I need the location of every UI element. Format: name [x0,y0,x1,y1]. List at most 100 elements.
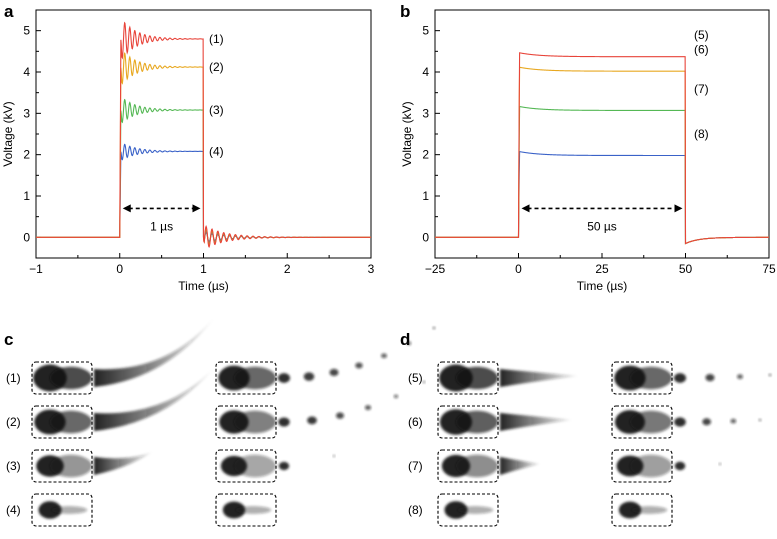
y-tick-label: 0 [23,230,30,244]
discharge-blob [278,461,290,471]
dashed-frame [611,493,673,527]
dashed-frame [437,449,499,483]
dashed-frame [611,449,673,483]
discharge-blob [393,394,399,399]
x-tick-label: 75 [762,262,776,276]
dashed-frame [31,493,93,527]
y-tick-label: 1 [23,189,30,203]
discharge-blob [618,501,642,519]
y-tick-label: 1 [422,189,429,203]
series-label: (4) [209,144,224,158]
y-axis-title: Voltage (kV) [1,101,15,166]
image-row-label: (2) [6,415,21,429]
discharge-blob [380,353,388,359]
discharge-blob [50,454,92,478]
discharge-blob [336,412,344,419]
discharge-blob [705,374,715,382]
discharge-blob [51,506,88,514]
series-label: (1) [209,32,224,46]
x-tick-label: −1 [29,262,43,276]
image-row-label: (3) [6,459,21,473]
discharge-tail [94,452,152,475]
dashed-frame [437,405,499,439]
discharge-blob [456,366,498,390]
y-tick-label: 0 [422,230,429,244]
discharge-blob [234,410,276,434]
dashed-frame [31,361,93,395]
discharge-blob [730,418,737,424]
discharge-blob [444,501,468,519]
y-tick-label: 4 [422,65,429,79]
dashed-frame [215,493,277,527]
chart-b: −25 0 25 50 75 0 1 2 3 4 5 Time (µs) Voltage (kV) (8)… [400,9,776,293]
arrow-head-left [521,204,530,213]
discharge-blob [234,454,276,478]
discharge-blob [234,366,276,390]
discharge-blob [630,366,672,390]
discharge-blob [38,501,62,519]
discharge-blob [332,454,336,458]
dashed-frame [215,405,277,439]
dashed-frame [611,405,673,439]
x-axis-title: Time (µs) [577,279,627,293]
discharge-blob [432,326,436,330]
image-row-label: (6) [408,415,423,429]
discharge-blob [307,416,317,425]
discharge-blob [758,418,762,422]
image-row-label: (5) [408,371,423,385]
chart-a: −1 0 1 2 3 0 1 2 3 4 5 Time (µs) Voltage (kV) (4) (3) (… [1,9,375,293]
series-label: (5) [694,28,709,42]
image-row-label: (4) [6,503,21,517]
panel-letter-b: b [400,2,410,21]
dashed-frame [215,361,277,395]
discharge-blob [702,418,712,426]
y-tick-label: 2 [422,148,429,162]
discharge-tail [500,413,572,431]
y-tick-label: 4 [23,65,30,79]
dashed-frame [437,361,499,395]
y-tick-label: 2 [23,148,30,162]
panel-letter-d: d [400,330,410,349]
discharge-blob [457,506,494,514]
x-tick-label: 0 [515,262,522,276]
series-label: (7) [694,82,709,96]
discharge-blob [630,454,672,478]
image-panel-c: (1) (2) (3) (4) [6,318,436,527]
discharge-blob [422,380,426,384]
series-label: (2) [209,60,224,74]
discharge-blob [303,372,315,381]
discharge-blob [630,410,672,434]
arrow-head-right [192,204,201,213]
discharge-blob [673,373,687,383]
x-tick-label: 0 [116,262,123,276]
discharge-blob [456,454,498,478]
y-axis-title: Voltage (kV) [400,101,414,166]
y-tick-label: 3 [422,106,429,120]
discharge-blob [406,341,412,346]
discharge-blob [277,373,291,383]
arrow-head-right [674,204,683,213]
discharge-blob [736,374,744,380]
image-row-label: (7) [408,459,423,473]
series-label: (3) [209,103,224,117]
duration-label: 1 µs [150,219,173,233]
image-row-label: (8) [408,503,423,517]
discharge-blob [278,417,290,427]
series-line-5 [435,52,769,245]
x-tick-label: 2 [284,262,291,276]
duration-label: 50 µs [587,219,617,233]
image-row-label: (1) [6,371,21,385]
panel-letter-a: a [4,2,14,21]
discharge-tail [500,457,540,475]
dashed-frame [437,493,499,527]
discharge-tail [94,318,214,387]
discharge-blob [674,417,686,427]
panel-letter-c: c [4,330,13,349]
dashed-frame [215,449,277,483]
discharge-blob [768,373,772,377]
discharge-tail [94,368,214,431]
discharge-blob [235,506,272,514]
dashed-frame [31,405,93,439]
series-label: (6) [694,43,709,57]
